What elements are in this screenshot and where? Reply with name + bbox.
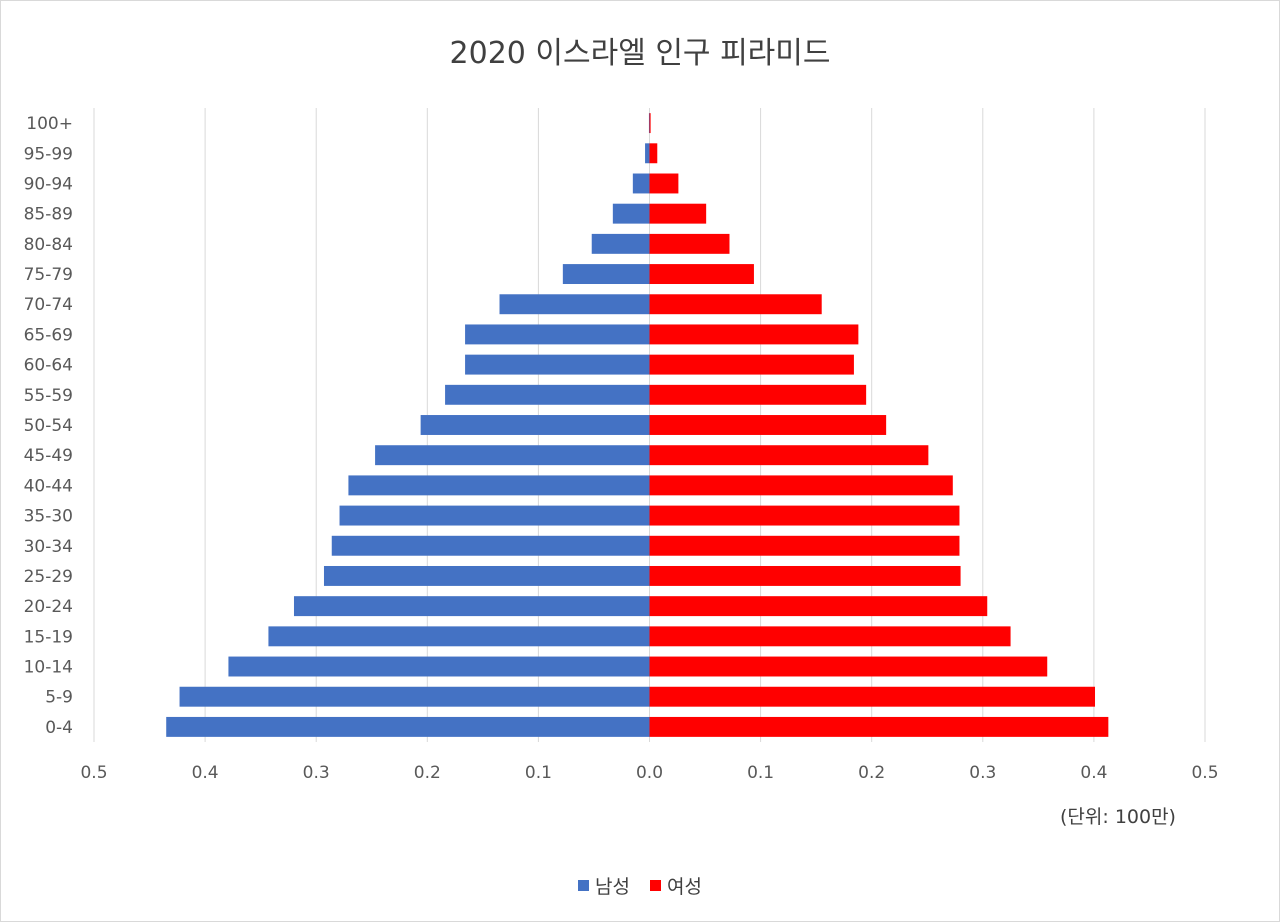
- bar-female: [649, 626, 1011, 647]
- bar-male: [268, 626, 650, 647]
- bar-male: [339, 505, 650, 526]
- bar-male: [645, 143, 650, 164]
- x-tick-label: 0.2: [858, 763, 885, 783]
- bar-female: [649, 143, 658, 164]
- x-tick-label: 0.4: [1080, 763, 1107, 783]
- unit-note: (단위: 100만): [1060, 806, 1176, 828]
- bar-male: [465, 324, 650, 345]
- bar-female: [649, 596, 988, 617]
- bar-female: [649, 324, 859, 345]
- bar-male: [632, 173, 650, 194]
- bar-female: [649, 565, 961, 586]
- y-tick-label: 10-14: [24, 658, 73, 678]
- bar-male: [465, 354, 650, 375]
- y-tick-label: 95-99: [24, 144, 73, 164]
- bar-male: [228, 656, 650, 677]
- legend-label-female: 여성: [667, 876, 702, 898]
- y-axis-labels: 0-4 5-9 10-14 15-19 20-24 25-29 30-34 35-30 40-4…: [24, 114, 73, 738]
- bar-female: [649, 294, 822, 315]
- y-tick-label: 75-79: [24, 265, 73, 285]
- bar-female: [649, 505, 960, 526]
- y-tick-label: 15-19: [24, 627, 73, 647]
- legend-item-female: 여성: [650, 872, 702, 899]
- bar-female: [649, 686, 1096, 707]
- x-tick-label: 0.5: [80, 763, 107, 783]
- bars: [166, 113, 1109, 737]
- y-tick-label: 30-34: [24, 537, 73, 557]
- y-tick-label: 35-30: [24, 507, 73, 527]
- bar-male: [648, 113, 650, 134]
- y-tick-label: 0-4: [45, 718, 73, 738]
- chart-title: 2020 이스라엘 인구 피라미드: [449, 36, 831, 71]
- bar-male: [420, 415, 650, 435]
- y-tick-label: 50-54: [24, 416, 73, 436]
- bar-male: [499, 294, 650, 315]
- x-tick-label: 0.3: [303, 763, 330, 783]
- legend-label-male: 남성: [595, 876, 630, 898]
- x-tick-label: 0.4: [192, 763, 219, 783]
- y-tick-label: 5-9: [45, 688, 73, 708]
- y-tick-label: 40-44: [24, 476, 73, 496]
- bar-male: [562, 264, 650, 285]
- legend-item-male: 남성: [578, 872, 630, 899]
- y-tick-label: 60-64: [24, 356, 73, 376]
- y-tick-label: 80-84: [24, 235, 73, 255]
- legend-swatch-female: [650, 880, 662, 891]
- bar-female: [649, 203, 707, 224]
- bar-female: [649, 173, 679, 194]
- bar-female: [649, 384, 867, 405]
- bar-male: [348, 475, 650, 496]
- bar-male: [331, 535, 650, 556]
- bar-male: [166, 716, 650, 737]
- bar-female: [649, 415, 887, 435]
- bar-male: [445, 384, 650, 405]
- legend-swatch-male: [578, 880, 589, 891]
- bar-female: [649, 354, 854, 375]
- bar-male: [323, 565, 650, 586]
- y-tick-label: 45-49: [24, 446, 73, 466]
- x-tick-label: 0.3: [969, 763, 996, 783]
- y-tick-label: 90-94: [24, 174, 73, 194]
- bar-female: [649, 535, 960, 556]
- bar-female: [649, 475, 953, 496]
- y-tick-label: 25-29: [24, 567, 73, 587]
- x-tick-label: 0.0: [636, 763, 663, 783]
- bar-male: [179, 686, 650, 707]
- bar-female: [649, 716, 1109, 737]
- bar-female: [649, 445, 929, 466]
- y-tick-label: 85-89: [24, 205, 73, 225]
- x-tick-label: 0.1: [525, 763, 552, 783]
- y-tick-label: 20-24: [24, 597, 73, 617]
- x-tick-label: 0.2: [414, 763, 441, 783]
- bar-male: [375, 445, 650, 466]
- x-axis-labels: 0.5 0.4 0.3 0.2 0.1 0.0 0.1 0.2 0.3 0.4 0.5: [80, 763, 1218, 783]
- bar-male: [293, 596, 650, 617]
- legend: 남성 여성: [0, 872, 1280, 899]
- x-tick-label: 0.1: [747, 763, 774, 783]
- x-tick-label: 0.5: [1191, 763, 1218, 783]
- y-tick-label: 100+: [26, 114, 73, 134]
- y-tick-label: 55-59: [24, 386, 73, 406]
- bar-male: [612, 203, 650, 224]
- bar-female: [649, 233, 730, 254]
- bar-male: [591, 233, 650, 254]
- bar-female: [649, 113, 651, 134]
- bar-female: [649, 656, 1048, 677]
- y-tick-label: 65-69: [24, 325, 73, 345]
- y-tick-label: 70-74: [24, 295, 73, 315]
- bar-female: [649, 264, 754, 285]
